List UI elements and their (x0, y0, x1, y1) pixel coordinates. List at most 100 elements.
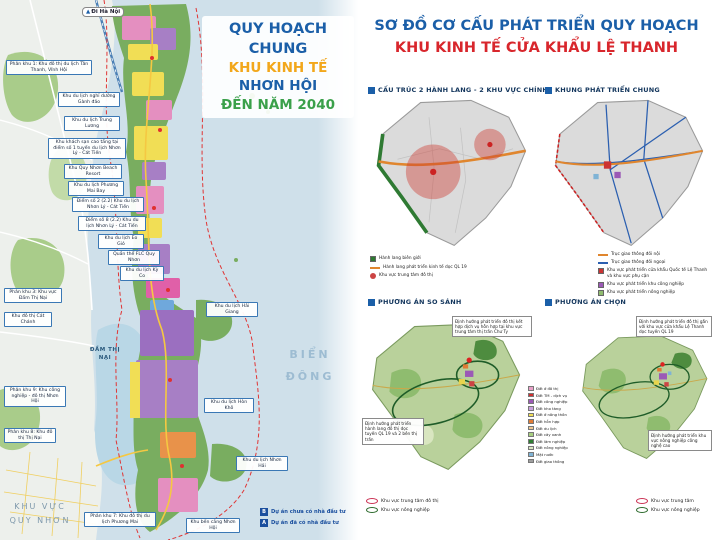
legend-row: Đất TM - dịch vụ (528, 393, 576, 398)
legend-row: Khu vực trung tâm (636, 498, 700, 504)
title-line-2: KHU KINH TẾ (228, 60, 328, 77)
panel1-map-corridors (376, 99, 527, 246)
legend-row: Trục giao thông đối ngoại (598, 260, 710, 266)
legend-label: Đất giao thông (536, 458, 565, 464)
legend-row: Trục giao thông đối nội (598, 252, 710, 258)
legend-row: A Dự án đã có nhà đầu tư (260, 519, 346, 527)
zone-label: Điểm số 8 (2.2) Khu du lịch Nhơn Lý - Cá… (78, 216, 146, 232)
legend-label: Khu vực nông nghiệp (651, 507, 700, 513)
agriculture-ellipse-icon (636, 507, 648, 513)
legend-color-chip (528, 392, 534, 398)
thi-nai-lagoon-label: ĐẦM THỊ NẠI (89, 347, 121, 362)
legend-color-chip (528, 458, 534, 464)
legend-color-chip (598, 290, 604, 297)
investor-legend: B Dự án chưa có nhà đầu tư A Dự án đã có… (260, 508, 346, 530)
panel-bullet-icon (545, 86, 552, 94)
legend-row: Đất lâm nghiệp (528, 439, 576, 444)
panel4-callout: Định hướng phát triển đô thị gắn với khu… (636, 316, 712, 338)
zone-label: Quần thể FLC Quy Nhơn (108, 250, 160, 266)
legend-label: Đất nông nghiệp (536, 445, 568, 451)
legend-color-chip (598, 281, 604, 288)
legend-row: Khu vực phát triển cửa khẩu Quốc tế Lệ T… (598, 268, 710, 279)
landuse-legend: Đất ở đô thị Đất TM - dịch vụ Đất công n… (528, 386, 576, 465)
legend-label: Đất cây xanh (536, 432, 562, 438)
zone-label: Khu khách sạn cao tầng tại điểm số 1 tuy… (48, 138, 126, 160)
legend-line-chip (598, 262, 608, 265)
legend-label: Khu vực phát triển nông nghiệp (607, 290, 676, 296)
legend-label: Khu vực phát triển khu công nghiệp (607, 281, 684, 287)
border-corridor-line (376, 133, 429, 234)
title-line-3: NHƠN HỘI (238, 78, 318, 95)
legend-label: Dự án đã có nhà đầu tư (271, 520, 339, 526)
legend-row: Đất du lịch (528, 426, 576, 431)
panel3-callout: Định hướng phát triển đô thị kết hợp dịc… (452, 316, 532, 338)
agriculture-ellipse-icon (366, 507, 378, 513)
right-title-line-2: KHU KINH TẾ CỬA KHẨU LỆ THANH (394, 40, 679, 56)
legend-color-chip (528, 412, 534, 418)
right-title-line-1: SƠ ĐỒ CƠ CẤU PHÁT TRIỂN QUY HOẠCH (374, 18, 699, 34)
legend-row: Khu vực nông nghiệp (366, 507, 439, 513)
legend-row: Đất nông nghiệp (528, 445, 576, 450)
legend-label: Dự án chưa có nhà đầu tư (271, 509, 346, 515)
focus-ellipse (598, 381, 670, 419)
legend-color-chip (528, 445, 534, 451)
legend-row: Khu vực trung tâm đô thị (370, 272, 490, 279)
legend-color-chip (370, 256, 376, 262)
zone-label: Phân khu 3: Khu vực Đầm Thị Nại (4, 288, 62, 304)
zone-label: Khu du lịch nghỉ dưỡng Gành đảo (58, 92, 120, 108)
panel-bullet-icon (368, 86, 375, 94)
legend-row: Mặt nước (528, 452, 576, 457)
panel4-header: PHƯƠNG ÁN CHỌN (545, 298, 626, 306)
zone-label: Khu du lịch Hải Giang (206, 302, 258, 318)
urban-cluster (458, 364, 475, 387)
north-road-arrow-icon: ▲ (86, 9, 91, 15)
legend-row: Đất ở đô thị (528, 386, 576, 391)
panel2-legend: Trục giao thông đối nội Trục giao thông … (598, 252, 710, 299)
coastal-road (95, 3, 173, 531)
legend-color-chip (528, 425, 534, 431)
legend-row: Đất kho tàng (528, 406, 576, 411)
title-line-1: QUY HOẠCH CHUNG (228, 21, 328, 57)
panel4-bottom-legend: Khu vực trung tâm Khu vực nông nghiệp (636, 498, 700, 516)
legend-row: Đất cây xanh (528, 432, 576, 437)
project-pin-icons (150, 56, 184, 468)
zone-label: Khu du lịch Kỳ Co (120, 266, 164, 282)
panel3-header: PHƯƠNG ÁN SO SÁNH (368, 298, 462, 306)
legend-row: Đất ở nông thôn (528, 412, 576, 417)
legend-label: Đất kho tàng (536, 405, 561, 411)
legend-row: Hành lang phát triển kinh tế dọc QL 19 (370, 265, 490, 271)
legend-row: Đất công nghiệp (528, 399, 576, 404)
legend-color-chip (528, 439, 534, 444)
legend-color-chip (528, 419, 534, 424)
panel-bullet-icon (545, 298, 552, 306)
zone-label: Khu Quy Nhơn Beach Resort (64, 164, 122, 180)
legend-key-icon: A (260, 519, 268, 527)
focus-ellipse (391, 378, 480, 427)
zone-label: Khu đô thị Cát Chánh (4, 312, 52, 328)
legend-color-chip (528, 386, 534, 391)
zone-label: Khu bến cảng Nhơn Hội (186, 518, 240, 534)
legend-label: Hành lang biên giới (379, 256, 421, 261)
legend-line-chip (370, 266, 380, 269)
zone-label: Khu du lịch Nhơn Hải (236, 456, 288, 472)
legend-label: Khu vực trung tâm đô thị (381, 498, 439, 504)
le-thanh-structure-diagram: SƠ ĐỒ CƠ CẤU PHÁT TRIỂN QUY HOẠCH KHU KI… (358, 0, 715, 540)
legend-label: Trục giao thông đối nội (611, 252, 661, 257)
pin-icon (660, 362, 665, 367)
legend-label: Khu vực trung tâm (651, 498, 694, 504)
pin-icon (466, 357, 472, 363)
panel2-header: KHUNG PHÁT TRIỂN CHUNG (545, 86, 660, 94)
legend-label: Khu vực trung tâm đô thị (379, 272, 433, 278)
legend-row: B Dự án chưa có nhà đầu tư (260, 508, 346, 516)
title-line-4: ĐẾN NĂM 2040 (221, 96, 335, 113)
urban-core-ellipse-icon (636, 498, 648, 504)
legend-circle-chip (370, 272, 376, 279)
legend-key-icon: B (260, 508, 268, 516)
panel2-map-framework (554, 99, 704, 246)
zone-label: Phân khu 8: Khu đô thị Thị Nại (4, 428, 56, 444)
legend-color-chip (528, 452, 534, 457)
panel1-header: CẤU TRÚC 2 HÀNH LANG - 2 KHU VỰC CHÍNH (368, 86, 548, 94)
legend-row: Hành lang biên giới (370, 256, 490, 262)
legend-label: Đất du lịch (536, 425, 557, 431)
